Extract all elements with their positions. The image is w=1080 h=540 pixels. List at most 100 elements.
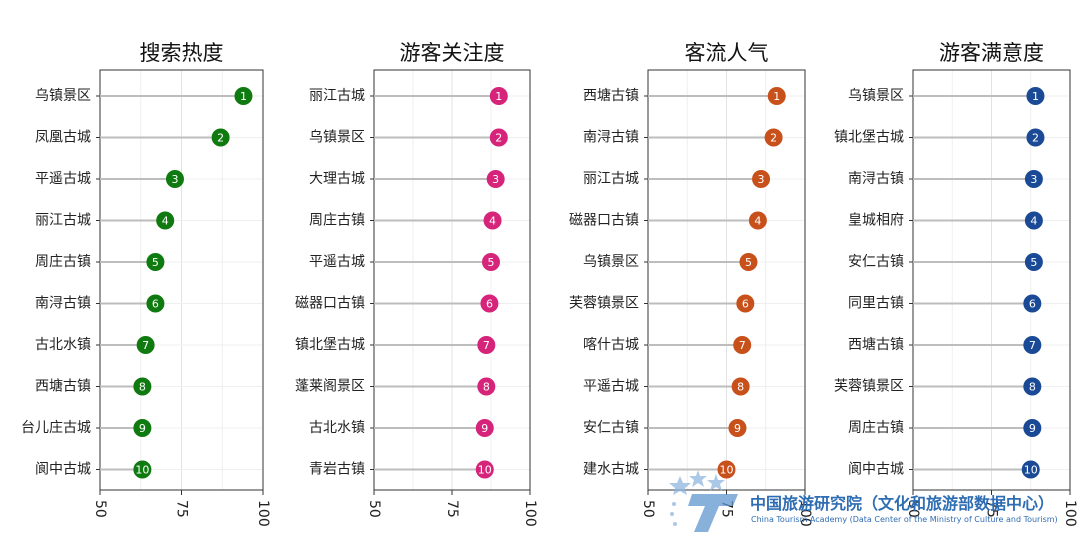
category-label: 平遥古城 bbox=[309, 254, 365, 270]
rank-label: 4 bbox=[162, 215, 169, 228]
x-tick-label: 50 bbox=[92, 500, 108, 518]
rank-label: 3 bbox=[492, 173, 499, 186]
lollipop-dot bbox=[736, 294, 755, 313]
rank-label: 2 bbox=[217, 132, 224, 145]
rank-label: 9 bbox=[481, 422, 488, 435]
lollipop-dot bbox=[717, 460, 736, 479]
rank-label: 7 bbox=[739, 339, 746, 352]
category-label: 镇北堡古城 bbox=[295, 337, 365, 353]
lollipop-dot bbox=[477, 336, 496, 354]
rank-label: 10 bbox=[1024, 464, 1038, 477]
lollipop-dot bbox=[165, 170, 184, 188]
lollipop-dot bbox=[1023, 419, 1042, 437]
lollipop-dot bbox=[475, 460, 494, 479]
rank-label: 3 bbox=[758, 173, 765, 186]
x-tick-label: 100 bbox=[1062, 500, 1078, 527]
category-label: 台儿庄古城 bbox=[21, 419, 91, 436]
lollipop-dot bbox=[475, 419, 494, 437]
rank-label: 5 bbox=[745, 256, 752, 269]
category-label: 南浔古镇 bbox=[848, 171, 904, 187]
lollipop-dot bbox=[767, 87, 786, 105]
lollipop-dot bbox=[133, 419, 152, 437]
category-label: 周庄古镇 bbox=[848, 419, 904, 436]
rank-label: 3 bbox=[1030, 173, 1037, 186]
panel-title: 搜索热度 bbox=[140, 41, 224, 65]
lollipop-dot bbox=[146, 294, 165, 313]
category-label: 古北水镇 bbox=[309, 420, 365, 436]
category-label: 周庄古镇 bbox=[309, 212, 365, 229]
rank-label: 9 bbox=[1029, 422, 1036, 435]
lollipop-dot bbox=[136, 336, 155, 354]
category-label: 西塘古镇 bbox=[583, 88, 639, 104]
x-tick-label: 50 bbox=[640, 500, 656, 518]
rank-label: 7 bbox=[142, 339, 149, 352]
lollipop-dot bbox=[1023, 294, 1042, 313]
lollipop-dot bbox=[1026, 128, 1045, 147]
lollipop-dot bbox=[1023, 377, 1042, 396]
category-label: 阆中古城 bbox=[35, 462, 91, 478]
rank-label: 9 bbox=[139, 422, 146, 435]
x-tick-label: 50 bbox=[905, 500, 921, 518]
category-label: 凤凰古城 bbox=[35, 130, 91, 146]
category-label: 平遥古城 bbox=[583, 379, 639, 395]
lollipop-dot bbox=[234, 87, 253, 105]
lollipop-dot bbox=[1026, 87, 1045, 105]
category-label: 乌镇景区 bbox=[309, 130, 365, 146]
rank-label: 7 bbox=[483, 339, 490, 352]
rank-label: 4 bbox=[754, 215, 761, 228]
watermark-name-cn: 中国旅游研究院（文化和旅游部数据中心） bbox=[750, 494, 1054, 513]
category-label: 阆中古城 bbox=[848, 462, 904, 478]
x-tick-label: 50 bbox=[366, 500, 382, 518]
watermark: 中国旅游研究院（文化和旅游部数据中心） China Tourism Academ… bbox=[669, 470, 1058, 532]
lollipop-dot bbox=[731, 377, 750, 396]
category-label: 建水古城 bbox=[583, 462, 639, 478]
chart-panel-4: 游客满意度 50 75 100 乌镇景区 1 镇北堡古城 2 南浔古镇 3 皇城相府 4 安仁古镇 5 同里… bbox=[834, 41, 1078, 527]
watermark-logo-icon bbox=[669, 470, 738, 532]
category-label: 喀什古城 bbox=[583, 337, 639, 353]
category-label: 芙蓉镇景区 bbox=[569, 295, 639, 312]
category-label: 西塘古镇 bbox=[35, 379, 91, 395]
chart-panel-2: 游客关注度 50 75 100 丽江古城 1 乌镇景区 2 大理古城 3 周庄古镇 4 平遥古城 5 磁器口… bbox=[295, 41, 538, 527]
rank-label: 2 bbox=[770, 132, 777, 145]
lollipop-dot bbox=[486, 170, 505, 188]
category-label: 乌镇景区 bbox=[583, 254, 639, 270]
lollipop-dot bbox=[1024, 170, 1043, 188]
category-label: 丽江古城 bbox=[583, 171, 639, 187]
category-label: 青岩古镇 bbox=[309, 462, 365, 478]
lollipop-dot bbox=[1021, 460, 1040, 479]
lollipop-dot bbox=[480, 294, 499, 313]
x-tick-label: 75 bbox=[984, 500, 1000, 518]
watermark-name-en: China Tourism Academy (Data Center of th… bbox=[751, 515, 1058, 524]
rank-label: 8 bbox=[139, 381, 146, 394]
rank-label: 4 bbox=[1030, 215, 1037, 228]
rank-label: 10 bbox=[478, 464, 492, 477]
lollipop-dot bbox=[1023, 336, 1042, 354]
category-label: 西塘古镇 bbox=[848, 337, 904, 353]
rank-label: 1 bbox=[240, 90, 247, 103]
x-tick-label: 75 bbox=[444, 500, 460, 518]
rank-label: 3 bbox=[171, 173, 178, 186]
rank-label: 4 bbox=[489, 215, 496, 228]
rank-label: 6 bbox=[742, 298, 749, 311]
panel-title: 客流人气 bbox=[685, 41, 769, 65]
rank-label: 7 bbox=[1029, 339, 1036, 352]
panel-title: 游客满意度 bbox=[939, 41, 1044, 65]
rank-label: 5 bbox=[152, 256, 159, 269]
rank-label: 2 bbox=[495, 132, 502, 145]
category-label: 平遥古城 bbox=[35, 171, 91, 187]
lollipop-dot bbox=[211, 128, 230, 147]
lollipop-dot bbox=[1024, 253, 1043, 271]
category-label: 磁器口古镇 bbox=[569, 213, 639, 229]
rank-label: 8 bbox=[1029, 381, 1036, 394]
lollipop-dot bbox=[733, 336, 752, 354]
lollipop-dot bbox=[146, 253, 165, 271]
category-label: 南浔古镇 bbox=[583, 130, 639, 146]
lollipop-dot bbox=[748, 211, 767, 230]
lollipop-dot bbox=[489, 128, 508, 147]
category-label: 大理古城 bbox=[309, 171, 365, 187]
lollipop-dot bbox=[482, 253, 500, 271]
category-label: 镇北堡古城 bbox=[834, 130, 904, 146]
